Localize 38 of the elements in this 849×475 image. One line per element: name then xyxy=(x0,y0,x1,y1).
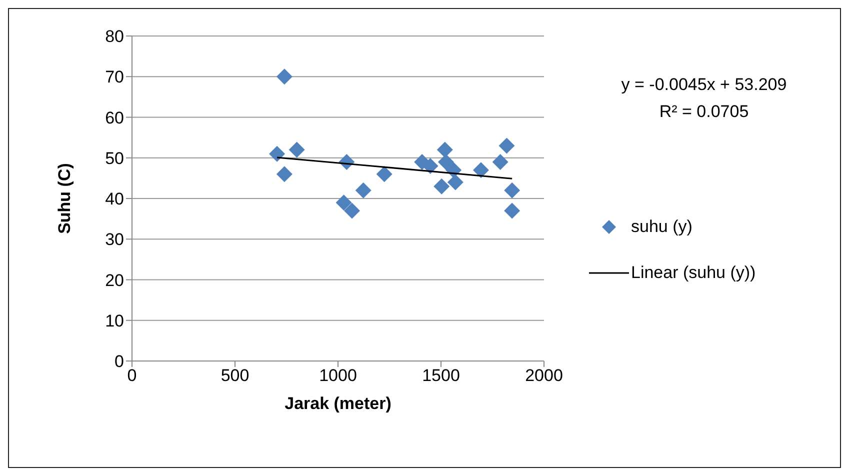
y-tick-label: 70 xyxy=(105,68,124,87)
point xyxy=(422,158,438,174)
y-tick-label: 80 xyxy=(105,27,124,46)
point xyxy=(288,142,305,158)
y-axis-title: Suhu (C) xyxy=(55,163,74,234)
point xyxy=(434,178,450,194)
x-axis-title: Jarak (meter) xyxy=(284,394,392,413)
y-tick-label: 20 xyxy=(105,270,124,290)
text: y = -0.0045x + 53.209 xyxy=(620,74,788,96)
point xyxy=(504,182,520,198)
legend-label: Linear (suhu (y)) xyxy=(631,263,756,283)
y-tick-label: 50 xyxy=(105,148,124,168)
point xyxy=(436,142,453,158)
point xyxy=(336,194,352,211)
point xyxy=(355,182,372,198)
y-tick-label: 40 xyxy=(105,190,124,209)
x-tick-label: 2000 xyxy=(525,366,563,386)
point xyxy=(492,154,508,170)
point xyxy=(472,162,489,178)
legend-label: suhu (y) xyxy=(631,217,692,237)
x-tick-label: 1000 xyxy=(319,366,357,386)
x-tick-label: 500 xyxy=(220,366,250,386)
y-tick-label: 10 xyxy=(105,311,124,330)
point xyxy=(276,166,292,182)
y-tick-label: 30 xyxy=(105,230,124,250)
y-tick-label: 60 xyxy=(105,108,124,128)
x-tick-label: 1500 xyxy=(422,366,460,386)
point xyxy=(438,154,454,170)
point xyxy=(344,202,360,219)
x-tick-label: 0 xyxy=(127,366,137,386)
point xyxy=(269,146,286,162)
point xyxy=(276,68,292,85)
y-tick-label: 0 xyxy=(114,352,124,372)
point xyxy=(447,174,464,190)
text: R² = 0.0705 xyxy=(658,101,750,123)
point xyxy=(498,138,515,154)
point xyxy=(504,202,520,219)
point xyxy=(376,166,392,182)
